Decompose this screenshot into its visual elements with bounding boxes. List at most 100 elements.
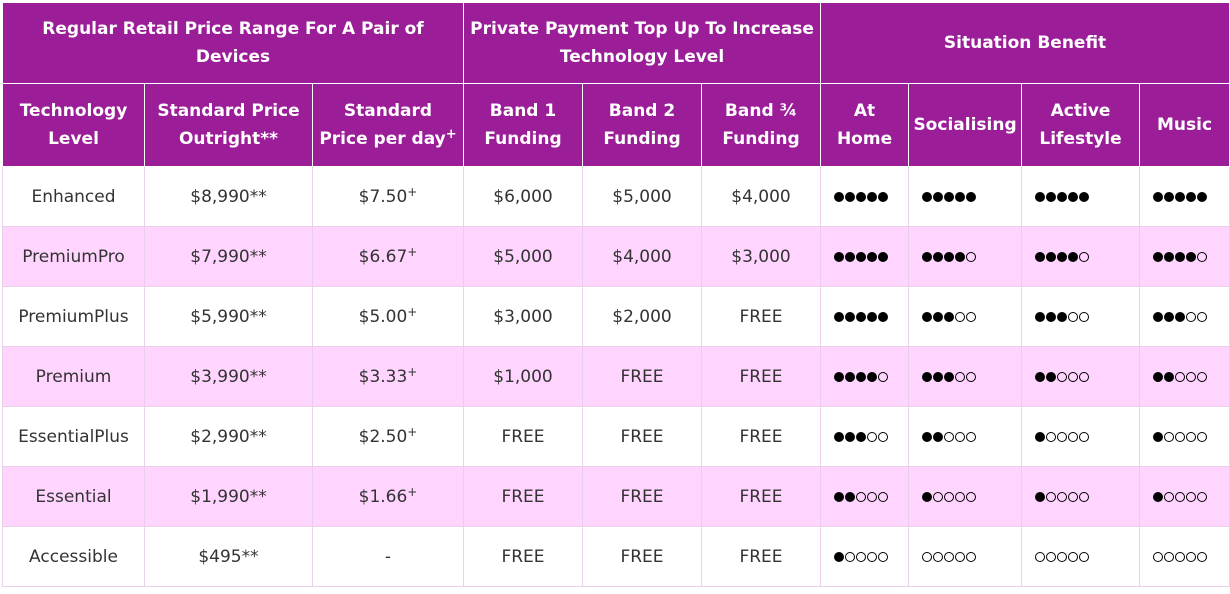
group-header-top-up: Private Payment Top Up To Increase Techn… xyxy=(462,2,822,84)
cell-rating-music xyxy=(1139,346,1230,407)
filled-dot-icon xyxy=(1034,251,1045,262)
filled-dot-icon xyxy=(1034,431,1045,442)
filled-dot-icon xyxy=(954,251,965,262)
cell-rating-socialising xyxy=(908,286,1023,347)
empty-dot-icon xyxy=(1078,251,1089,262)
per-day-value: - xyxy=(384,546,392,567)
cell-band-3-4-funding: FREE xyxy=(700,526,822,587)
filled-dot-icon xyxy=(877,191,888,202)
filled-dot-icon xyxy=(943,371,954,382)
cell-standard-price-outright: $3,990** xyxy=(144,346,313,407)
cell-technology-level: Premium xyxy=(2,346,145,407)
filled-dot-icon xyxy=(833,551,844,562)
filled-dot-icon xyxy=(844,371,855,382)
rating-dots xyxy=(1152,371,1207,382)
filled-dot-icon xyxy=(921,491,932,502)
filled-dot-icon xyxy=(1045,191,1056,202)
cell-standard-price-per-day: $6.67+ xyxy=(312,226,464,287)
cell-band-1-funding: FREE xyxy=(463,406,583,467)
cell-rating-active-lifestyle xyxy=(1021,226,1141,287)
per-day-value: $1.66 xyxy=(358,486,408,507)
empty-dot-icon xyxy=(1185,551,1196,562)
rating-dots xyxy=(1034,431,1089,442)
rating-dots xyxy=(833,371,888,382)
rating-dots xyxy=(833,251,888,262)
table-row: PremiumPlus $5,990** $5.00+ $3,000 $2,000 FRE… xyxy=(2,286,1230,347)
empty-dot-icon xyxy=(1196,371,1207,382)
per-day-sup: + xyxy=(407,424,418,439)
empty-dot-icon xyxy=(1185,431,1196,442)
empty-dot-icon xyxy=(932,551,943,562)
filled-dot-icon xyxy=(1163,371,1174,382)
table-row: EssentialPlus $2,990** $2.50+ FREE FREE FREE xyxy=(2,406,1230,467)
empty-dot-icon xyxy=(965,491,976,502)
cell-rating-active-lifestyle xyxy=(1021,346,1141,407)
empty-dot-icon xyxy=(1185,371,1196,382)
cell-rating-music xyxy=(1139,406,1230,467)
filled-dot-icon xyxy=(855,251,866,262)
empty-dot-icon xyxy=(866,491,877,502)
cell-band-1-funding: $6,000 xyxy=(463,166,583,227)
table-body: Enhanced $8,990** $7.50+ $6,000 $5,000 $4,000… xyxy=(2,166,1230,587)
cell-standard-price-per-day: - xyxy=(312,526,464,587)
column-header-row: Technology Level Standard Price Outright… xyxy=(2,83,1230,167)
filled-dot-icon xyxy=(1045,251,1056,262)
rating-dots xyxy=(921,491,976,502)
filled-dot-icon xyxy=(921,371,932,382)
cell-band-3-4-funding: FREE xyxy=(700,346,822,407)
filled-dot-icon xyxy=(1152,371,1163,382)
filled-dot-icon xyxy=(1185,251,1196,262)
filled-dot-icon xyxy=(1078,191,1089,202)
rating-dots xyxy=(1034,371,1089,382)
filled-dot-icon xyxy=(855,431,866,442)
filled-dot-icon xyxy=(1163,191,1174,202)
cell-technology-level: Essential xyxy=(2,466,145,527)
col-header-at-home: At Home xyxy=(820,83,910,167)
empty-dot-icon xyxy=(1078,551,1089,562)
group-header-price-range: Regular Retail Price Range For A Pair of… xyxy=(2,2,464,84)
cell-band-2-funding: $5,000 xyxy=(582,166,702,227)
filled-dot-icon xyxy=(866,251,877,262)
cell-rating-music xyxy=(1139,526,1230,587)
empty-dot-icon xyxy=(1067,491,1078,502)
col-header-standard-price-outright: Standard Price Outright** xyxy=(144,83,313,167)
cell-rating-music xyxy=(1139,466,1230,527)
empty-dot-icon xyxy=(1056,491,1067,502)
rating-dots xyxy=(1152,311,1207,322)
col-header-standard-price-per-day: Standard Price per day+ xyxy=(312,83,464,167)
filled-dot-icon xyxy=(921,311,932,322)
rating-dots xyxy=(1034,551,1089,562)
cell-standard-price-per-day: $5.00+ xyxy=(312,286,464,347)
empty-dot-icon xyxy=(1163,551,1174,562)
empty-dot-icon xyxy=(1067,311,1078,322)
empty-dot-icon xyxy=(965,551,976,562)
per-day-sup: + xyxy=(407,364,418,379)
rating-dots xyxy=(1152,551,1207,562)
empty-dot-icon xyxy=(932,491,943,502)
filled-dot-icon xyxy=(866,191,877,202)
cell-rating-music xyxy=(1139,226,1230,287)
per-day-value: $6.67 xyxy=(358,246,408,267)
empty-dot-icon xyxy=(877,491,888,502)
empty-dot-icon xyxy=(965,251,976,262)
rating-dots xyxy=(833,311,888,322)
empty-dot-icon xyxy=(1174,371,1185,382)
per-day-value: $7.50 xyxy=(358,186,408,207)
group-header-row: Regular Retail Price Range For A Pair of… xyxy=(2,2,1230,84)
cell-rating-at-home xyxy=(820,346,910,407)
filled-dot-icon xyxy=(833,431,844,442)
filled-dot-icon xyxy=(866,311,877,322)
col-header-music: Music xyxy=(1139,83,1230,167)
filled-dot-icon xyxy=(943,251,954,262)
table-row: Accessible $495** - FREE FREE FREE xyxy=(2,526,1230,587)
cell-rating-socialising xyxy=(908,226,1023,287)
empty-dot-icon xyxy=(866,551,877,562)
rating-dots xyxy=(1034,491,1089,502)
filled-dot-icon xyxy=(1174,191,1185,202)
per-day-sup: + xyxy=(407,484,418,499)
filled-dot-icon xyxy=(877,251,888,262)
empty-dot-icon xyxy=(965,431,976,442)
cell-band-1-funding: $3,000 xyxy=(463,286,583,347)
cell-band-3-4-funding: $4,000 xyxy=(700,166,822,227)
cell-rating-at-home xyxy=(820,406,910,467)
